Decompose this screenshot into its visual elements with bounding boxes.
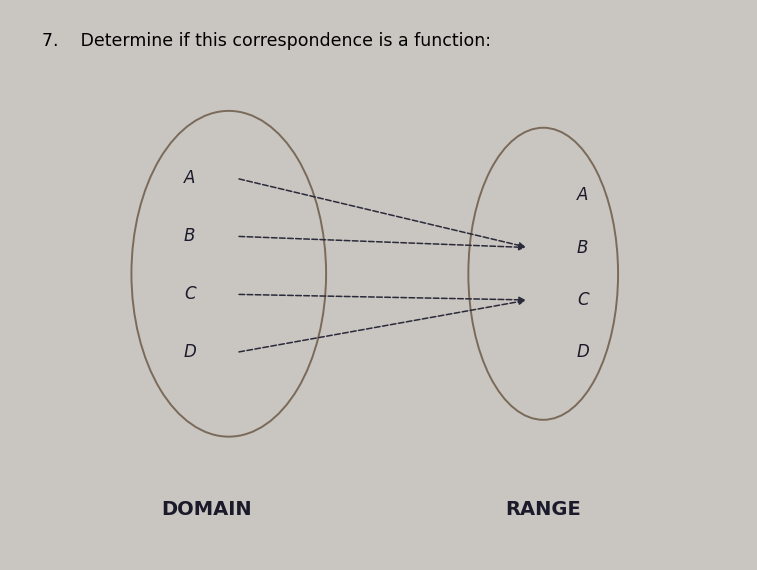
Text: A: A xyxy=(577,186,588,204)
Text: A: A xyxy=(184,169,195,188)
Text: D: D xyxy=(577,343,590,361)
Text: B: B xyxy=(184,227,195,245)
Text: C: C xyxy=(577,291,588,309)
Text: DOMAIN: DOMAIN xyxy=(161,500,251,519)
Text: 7.    Determine if this correspondence is a function:: 7. Determine if this correspondence is a… xyxy=(42,32,491,50)
Text: D: D xyxy=(184,343,197,361)
Text: B: B xyxy=(577,239,588,256)
Text: C: C xyxy=(184,286,195,303)
Text: RANGE: RANGE xyxy=(506,500,581,519)
